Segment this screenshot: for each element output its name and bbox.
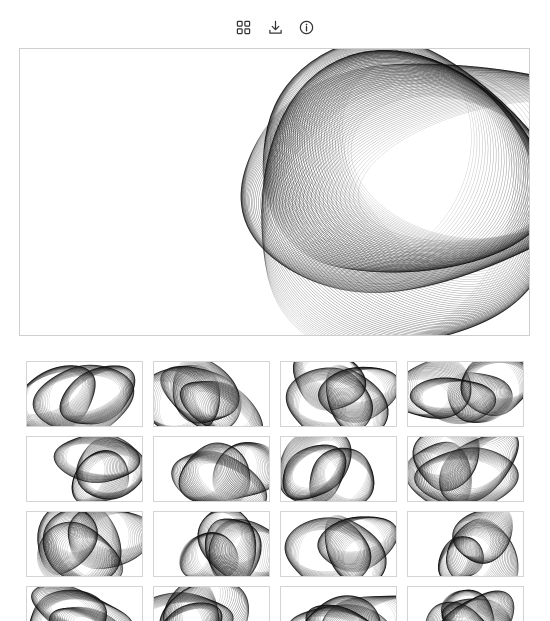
line-bundle [179, 380, 264, 426]
thumbnail-gallery [26, 361, 524, 621]
thumbnail-line-art [285, 362, 396, 426]
main-artwork[interactable] [19, 48, 530, 336]
gallery-thumbnail[interactable] [153, 436, 270, 502]
line-bundle [262, 49, 529, 273]
gallery-thumbnail[interactable] [407, 436, 524, 502]
gallery-thumbnail[interactable] [280, 436, 397, 502]
line-bundle [305, 604, 382, 621]
gallery-thumbnail[interactable] [280, 511, 397, 577]
line-bundle [408, 362, 472, 419]
thumbnail-line-art [154, 362, 264, 426]
gallery-thumbnail[interactable] [153, 586, 270, 621]
line-bundle [159, 587, 249, 621]
line-bundle [441, 598, 513, 621]
gallery-thumbnail[interactable] [280, 586, 397, 621]
line-bundle [32, 364, 135, 426]
line-bundle [438, 536, 485, 576]
grid-icon [236, 20, 250, 34]
gallery-thumbnail[interactable] [26, 511, 143, 577]
line-bundle [309, 447, 375, 501]
thumbnail-line-art [37, 512, 142, 576]
line-bundle [212, 442, 269, 501]
thumbnail-line-art [27, 364, 136, 426]
line-bundle [324, 514, 387, 576]
thumbnail-line-art [179, 512, 269, 576]
info-button[interactable] [295, 16, 317, 38]
line-bundle [317, 516, 396, 573]
line-bundle [439, 437, 519, 501]
generative-line-art [240, 49, 529, 335]
line-bundle [171, 450, 268, 501]
thumbnail-line-art [281, 437, 375, 501]
line-bundle [281, 437, 352, 500]
line-bundle [67, 512, 142, 570]
line-bundle [460, 362, 523, 417]
thumbnail-line-art [154, 587, 249, 621]
info-icon [299, 20, 313, 34]
gallery-thumbnail[interactable] [407, 511, 524, 577]
thumbnail-line-art [171, 442, 269, 501]
thumbnail-line-art [284, 514, 396, 576]
thumbnail-line-art [408, 362, 523, 425]
line-bundle [42, 512, 122, 576]
line-bundle [299, 595, 383, 621]
line-bundle [27, 365, 96, 426]
line-bundle [204, 518, 262, 576]
line-bundle [452, 512, 513, 564]
gallery-thumbnail[interactable] [26, 436, 143, 502]
gallery-thumbnail[interactable] [280, 361, 397, 427]
thumbnail-line-art [53, 437, 142, 501]
line-bundle [284, 517, 372, 576]
grid-view-button[interactable] [232, 16, 254, 38]
line-bundle [71, 450, 130, 501]
download-icon [268, 20, 282, 34]
thumbnail-line-art [408, 437, 519, 501]
thumbnail-line-art [424, 589, 515, 621]
gallery-thumbnail[interactable] [153, 361, 270, 427]
line-bundle [318, 366, 396, 423]
line-bundle [53, 437, 141, 484]
thumbnail-line-art [438, 512, 519, 576]
thumbnail-line-art [288, 595, 396, 621]
download-button[interactable] [264, 16, 286, 38]
gallery-thumbnail[interactable] [26, 586, 143, 621]
thumbnail-line-art [29, 587, 139, 621]
line-bundle [48, 606, 139, 621]
gallery-thumbnail[interactable] [26, 361, 143, 427]
line-bundle [29, 589, 108, 621]
toolbar [0, 16, 550, 38]
line-bundle [208, 518, 269, 576]
gallery-thumbnail[interactable] [407, 586, 524, 621]
gallery-thumbnail[interactable] [407, 361, 524, 427]
gallery-thumbnail[interactable] [153, 511, 270, 577]
